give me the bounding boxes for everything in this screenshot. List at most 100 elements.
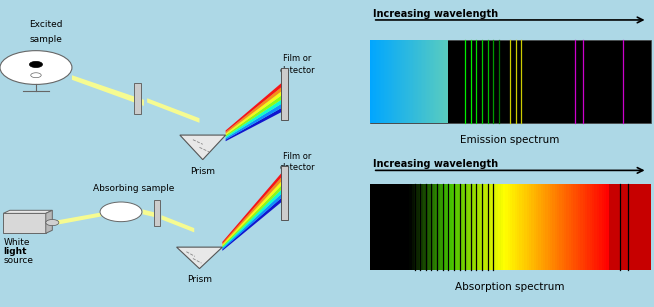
Bar — [393, 40, 394, 123]
Bar — [407, 184, 409, 270]
Bar — [581, 184, 583, 270]
Bar — [538, 184, 541, 270]
Text: Absorbing sample: Absorbing sample — [94, 184, 175, 193]
Bar — [376, 40, 377, 123]
Text: source: source — [3, 256, 33, 266]
Bar — [444, 40, 445, 123]
Bar — [404, 40, 405, 123]
Bar — [547, 184, 550, 270]
Bar — [413, 40, 414, 123]
Bar — [405, 184, 407, 270]
Bar — [496, 184, 498, 270]
Bar — [447, 40, 448, 123]
Bar — [440, 40, 441, 123]
Polygon shape — [72, 75, 144, 106]
Polygon shape — [177, 247, 222, 269]
Bar — [439, 184, 442, 270]
Polygon shape — [222, 195, 284, 251]
Bar — [611, 184, 613, 270]
Bar — [422, 40, 423, 123]
Text: Film or: Film or — [283, 54, 312, 63]
Bar — [590, 184, 592, 270]
Polygon shape — [222, 187, 284, 248]
Bar — [419, 184, 421, 270]
Circle shape — [0, 51, 72, 84]
Bar — [642, 184, 644, 270]
Circle shape — [31, 73, 41, 78]
Bar — [372, 40, 373, 123]
Bar — [386, 184, 388, 270]
Bar — [435, 40, 436, 123]
Bar — [487, 184, 489, 270]
Bar — [494, 184, 496, 270]
Bar — [401, 40, 402, 123]
Bar — [384, 40, 385, 123]
Polygon shape — [134, 83, 141, 114]
Bar — [388, 184, 390, 270]
Bar — [503, 184, 506, 270]
Bar — [436, 40, 438, 123]
Bar — [430, 40, 431, 123]
Bar — [390, 184, 393, 270]
Bar — [519, 184, 522, 270]
Bar — [625, 184, 627, 270]
Bar — [485, 184, 487, 270]
Bar — [564, 184, 566, 270]
Bar — [421, 184, 423, 270]
Bar — [370, 40, 651, 123]
Polygon shape — [57, 212, 101, 225]
Text: Increasing wavelength: Increasing wavelength — [373, 159, 498, 169]
Bar — [517, 184, 519, 270]
Bar — [445, 40, 447, 123]
Bar — [387, 40, 388, 123]
Bar — [639, 184, 642, 270]
Bar — [592, 184, 594, 270]
Bar — [468, 184, 470, 270]
Bar — [423, 184, 426, 270]
Bar — [370, 184, 372, 270]
Bar — [510, 184, 513, 270]
Text: Absorption spectrum: Absorption spectrum — [455, 282, 565, 292]
Bar — [400, 40, 401, 123]
Bar — [594, 184, 597, 270]
Circle shape — [46, 220, 59, 226]
Bar — [375, 40, 376, 123]
Bar — [3, 213, 46, 233]
Bar — [525, 184, 526, 270]
Bar — [648, 184, 651, 270]
Bar — [536, 184, 538, 270]
Bar — [421, 40, 422, 123]
Text: Increasing wavelength: Increasing wavelength — [373, 9, 498, 19]
Bar — [454, 184, 456, 270]
Bar — [463, 184, 466, 270]
Bar — [498, 184, 501, 270]
Text: Excited: Excited — [29, 20, 63, 29]
Bar — [438, 184, 439, 270]
Bar — [620, 184, 623, 270]
Text: White: White — [3, 238, 30, 247]
Bar — [414, 184, 417, 270]
Bar — [526, 184, 529, 270]
Bar — [475, 184, 477, 270]
Bar — [618, 184, 620, 270]
Bar — [397, 40, 398, 123]
Bar — [405, 40, 406, 123]
Bar — [470, 184, 473, 270]
Bar — [424, 40, 426, 123]
Bar — [569, 184, 571, 270]
Bar — [555, 184, 557, 270]
Bar — [392, 40, 393, 123]
Bar — [394, 40, 396, 123]
Bar — [380, 40, 381, 123]
Bar — [461, 184, 463, 270]
Bar — [417, 184, 419, 270]
Bar — [466, 184, 468, 270]
Polygon shape — [226, 102, 284, 140]
Bar — [383, 184, 386, 270]
Bar — [456, 184, 458, 270]
Bar — [627, 184, 630, 270]
Bar — [613, 184, 615, 270]
Bar — [562, 184, 564, 270]
Bar — [426, 184, 428, 270]
Polygon shape — [281, 166, 288, 220]
